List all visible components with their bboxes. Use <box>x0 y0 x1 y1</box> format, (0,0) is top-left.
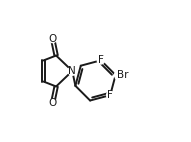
Text: Br: Br <box>117 70 128 80</box>
Circle shape <box>68 67 77 75</box>
Circle shape <box>49 35 57 43</box>
Text: O: O <box>49 34 57 44</box>
Text: N: N <box>68 66 76 76</box>
Text: O: O <box>49 98 57 108</box>
Circle shape <box>49 99 57 107</box>
Circle shape <box>97 57 104 64</box>
Circle shape <box>115 69 126 81</box>
Circle shape <box>107 91 114 99</box>
Text: F: F <box>98 55 104 65</box>
Text: F: F <box>107 90 113 100</box>
